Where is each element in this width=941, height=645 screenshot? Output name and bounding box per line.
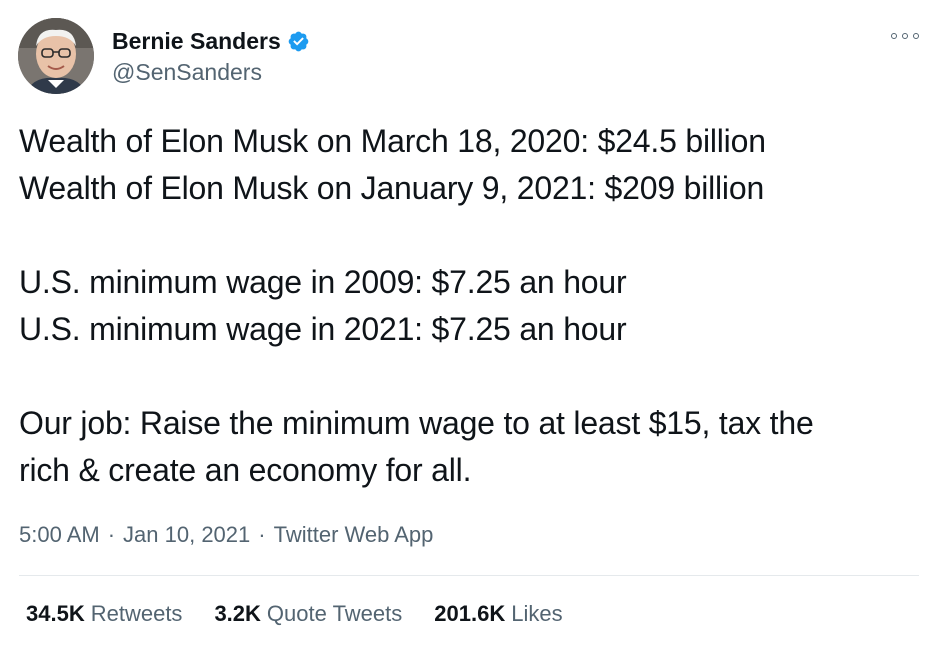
more-dot-icon [891,33,897,39]
author-display-name[interactable]: Bernie Sanders [112,28,281,54]
meta-separator: · [258,522,266,547]
tweet-line: rich & create an economy for all. [19,452,472,488]
paragraph-gap [19,212,919,259]
more-dot-icon [902,33,908,39]
author-handle[interactable]: @SenSanders [112,59,262,85]
more-options-icon[interactable] [891,28,919,44]
divider [19,575,919,576]
avatar[interactable] [18,18,94,94]
tweet-line: U.S. minimum wage in 2021: $7.25 an hour [19,311,627,347]
meta-separator: · [107,522,116,547]
quote-tweets-stat[interactable]: 3.2K Quote Tweets [214,598,402,630]
likes-stat[interactable]: 201.6K Likes [434,598,562,630]
tweet-date[interactable]: Jan 10, 2021 [123,522,251,547]
tweet-text: Wealth of Elon Musk on March 18, 2020: $… [19,118,919,494]
tweet-header: Bernie Sanders @SenSanders [18,18,310,94]
quote-tweets-label: Quote Tweets [266,601,403,626]
tweet-time[interactable]: 5:00 AM [19,522,100,547]
retweets-stat[interactable]: 34.5K Retweets [26,598,182,630]
likes-count: 201.6K [434,601,506,626]
author-identity: Bernie Sanders @SenSanders [112,26,310,86]
paragraph-gap [19,353,919,400]
verified-badge-icon [287,30,310,53]
tweet-meta: 5:00 AM · Jan 10, 2021 · Twitter Web App [19,520,433,550]
avatar-photo [18,18,94,94]
quote-tweets-count: 3.2K [214,601,261,626]
retweets-count: 34.5K [26,601,85,626]
more-dot-icon [913,33,919,39]
tweet-stats: 34.5K Retweets 3.2K Quote Tweets 201.6K Lik… [26,598,595,630]
tweet-source[interactable]: Twitter Web App [273,522,434,547]
tweet-line: Wealth of Elon Musk on March 18, 2020: $… [19,123,766,159]
tweet-line: Wealth of Elon Musk on January 9, 2021: … [19,170,765,206]
name-row: Bernie Sanders [112,26,310,56]
tweet-line: Our job: Raise the minimum wage to at le… [19,405,814,441]
likes-label: Likes [511,601,563,626]
retweets-label: Retweets [90,601,183,626]
tweet-line: U.S. minimum wage in 2009: $7.25 an hour [19,264,627,300]
